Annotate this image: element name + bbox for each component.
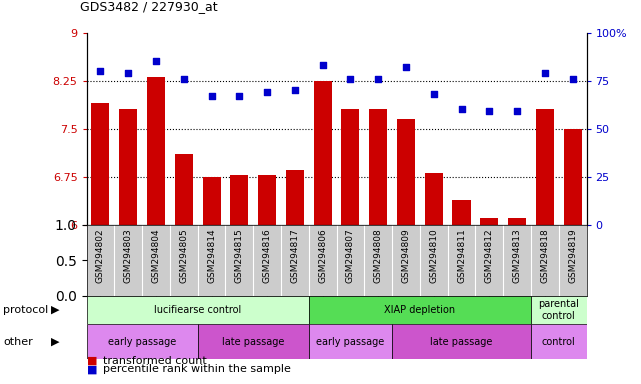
Text: GSM294805: GSM294805 [179, 228, 188, 283]
Bar [87, 296, 309, 324]
Point [484, 108, 494, 114]
Bar [313, 81, 331, 225]
Bar [309, 296, 531, 324]
Text: GSM294802: GSM294802 [96, 228, 105, 283]
Point [373, 76, 383, 82]
Text: percentile rank within the sample: percentile rank within the sample [103, 364, 290, 374]
Bar [563, 129, 581, 225]
Text: GDS3482 / 227930_at: GDS3482 / 227930_at [80, 0, 218, 13]
Bar [92, 103, 110, 225]
Bar [258, 175, 276, 225]
Point [234, 93, 244, 99]
Text: GSM294804: GSM294804 [151, 228, 160, 283]
Text: late passage: late passage [430, 337, 493, 347]
Text: other: other [3, 337, 33, 347]
Point [96, 68, 106, 74]
Bar [480, 218, 498, 225]
Bar [531, 324, 587, 359]
Text: GSM294811: GSM294811 [457, 228, 466, 283]
Point [151, 58, 161, 65]
Bar [286, 170, 304, 225]
Text: GSM294810: GSM294810 [429, 228, 438, 283]
Point [317, 62, 328, 68]
Text: GSM294817: GSM294817 [290, 228, 299, 283]
Text: ▶: ▶ [51, 337, 60, 347]
Bar [309, 324, 392, 359]
Text: GSM294806: GSM294806 [318, 228, 327, 283]
Point [456, 106, 467, 113]
Bar [425, 174, 443, 225]
Bar [508, 218, 526, 225]
Text: early passage: early passage [108, 337, 176, 347]
Bar [147, 78, 165, 225]
Text: GSM294819: GSM294819 [568, 228, 577, 283]
Point [429, 91, 439, 97]
Point [567, 76, 578, 82]
Point [512, 108, 522, 114]
Bar [536, 109, 554, 225]
Point [290, 87, 300, 93]
Text: GSM294813: GSM294813 [513, 228, 522, 283]
Text: early passage: early passage [316, 337, 385, 347]
Bar [119, 109, 137, 225]
Point [262, 89, 272, 95]
Text: ▶: ▶ [51, 305, 60, 315]
Text: ■: ■ [87, 364, 97, 374]
Bar [175, 154, 193, 225]
Bar [87, 324, 197, 359]
Bar [453, 200, 470, 225]
Text: lucifiearse control: lucifiearse control [154, 305, 241, 315]
Text: GSM294809: GSM294809 [401, 228, 410, 283]
Bar [397, 119, 415, 225]
Bar [230, 175, 248, 225]
Text: XIAP depletion: XIAP depletion [385, 305, 455, 315]
Bar [197, 324, 309, 359]
Text: late passage: late passage [222, 337, 285, 347]
Bar [369, 109, 387, 225]
Bar [392, 324, 531, 359]
Text: parental
control: parental control [538, 299, 579, 321]
Bar [342, 109, 360, 225]
Text: GSM294814: GSM294814 [207, 228, 216, 283]
Text: GSM294807: GSM294807 [346, 228, 355, 283]
Bar [531, 296, 587, 324]
Text: protocol: protocol [3, 305, 49, 315]
Text: GSM294808: GSM294808 [374, 228, 383, 283]
Text: ■: ■ [87, 356, 97, 366]
Text: control: control [542, 337, 576, 347]
Text: GSM294815: GSM294815 [235, 228, 244, 283]
Point [345, 76, 356, 82]
Text: GSM294812: GSM294812 [485, 228, 494, 283]
Text: GSM294803: GSM294803 [124, 228, 133, 283]
Text: GSM294816: GSM294816 [263, 228, 272, 283]
Text: transformed count: transformed count [103, 356, 206, 366]
Point [540, 70, 550, 76]
Point [179, 76, 189, 82]
Text: GSM294818: GSM294818 [540, 228, 549, 283]
Bar [203, 177, 221, 225]
Point [401, 64, 411, 70]
Point [206, 93, 217, 99]
Point [123, 70, 133, 76]
